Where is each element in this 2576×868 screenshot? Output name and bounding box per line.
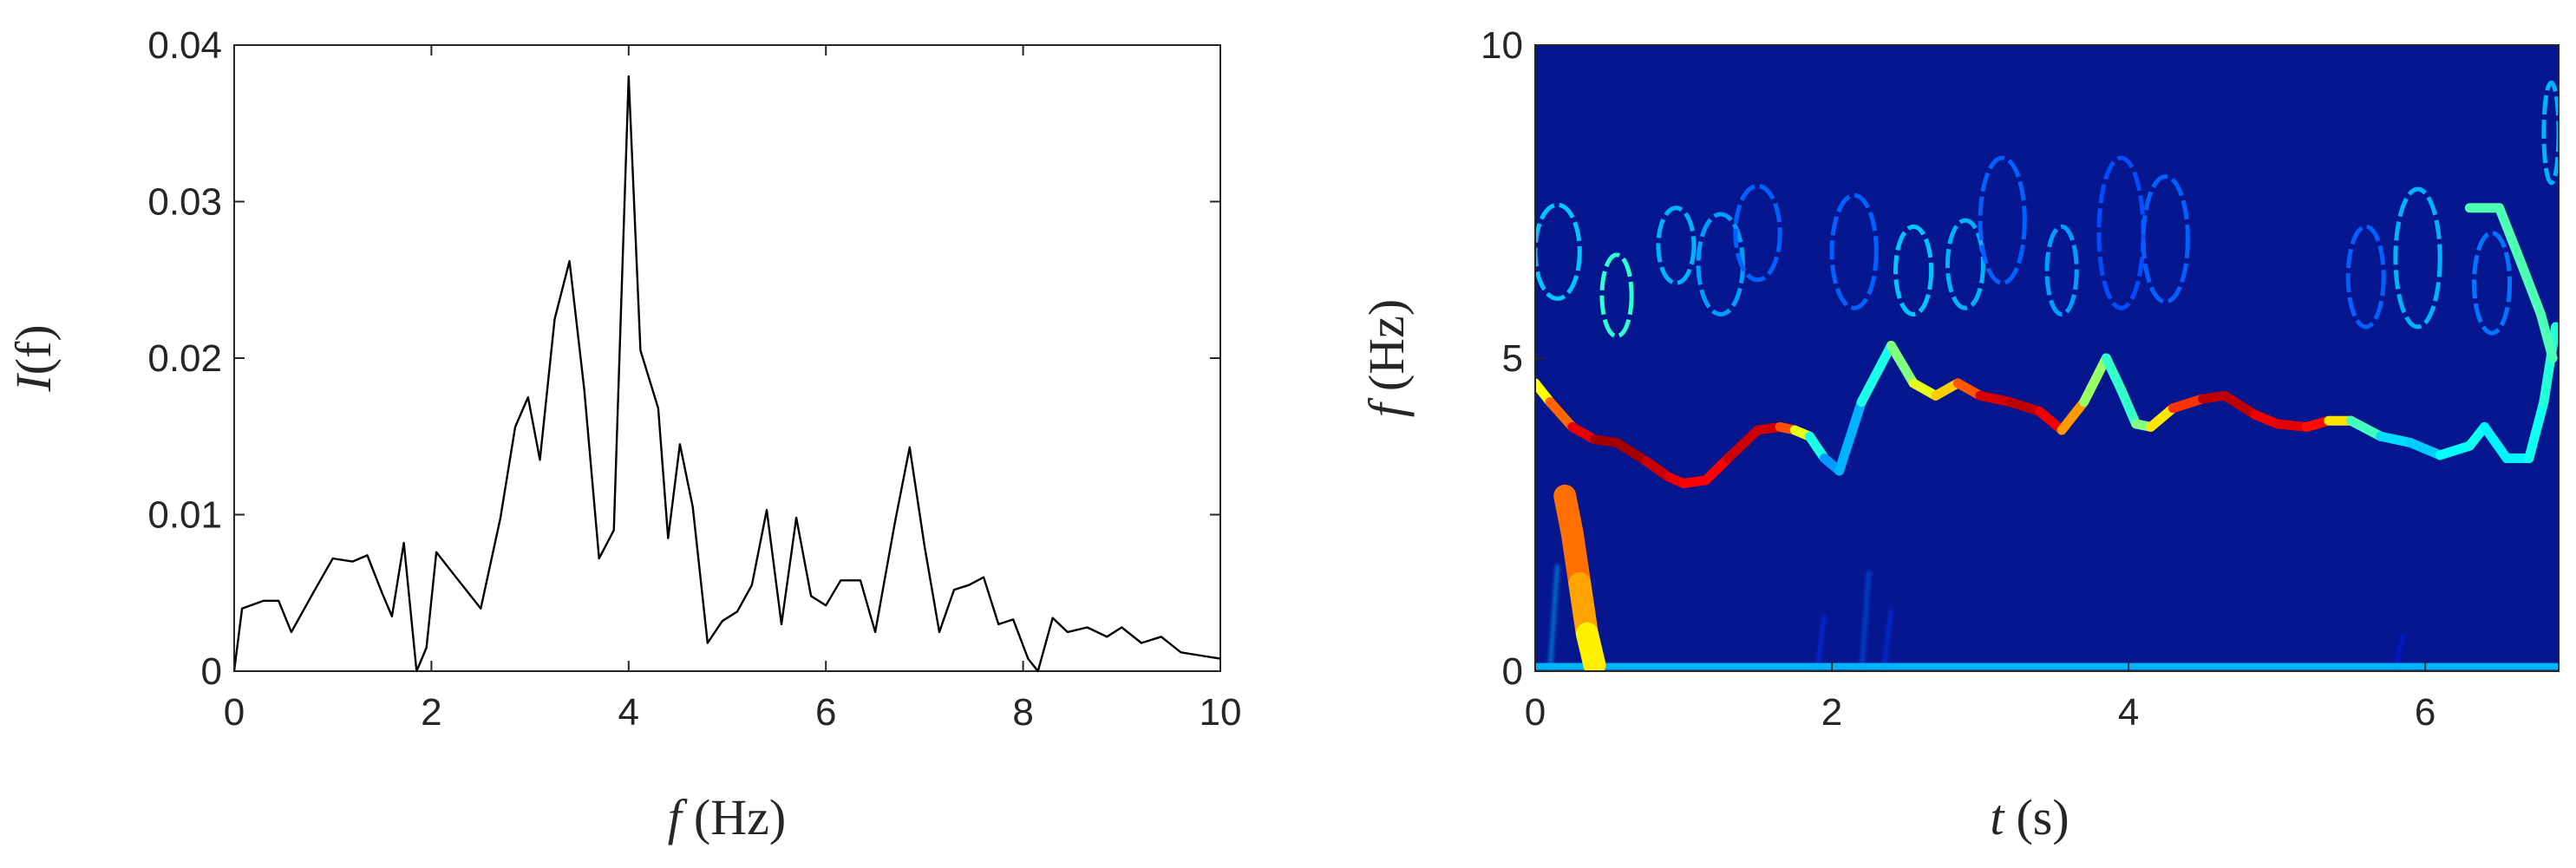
right-x-tick-label: 0 [1525, 691, 1546, 734]
right-x-tick-label: 4 [2118, 691, 2139, 734]
right-y-tick-label: 10 [1481, 24, 1523, 67]
left-y-ticks: 0 0.01 0.02 0.03 0.04 [147, 24, 1220, 693]
heatmap-noise-ray [1860, 571, 1871, 671]
heatmap-loops [1535, 80, 2559, 339]
heatmap-ridge-segment [1975, 390, 2015, 408]
heatmap-ridge-segment [2516, 259, 2546, 319]
heatmap-noise-ray [1814, 614, 1827, 671]
right-y-tick-label: 0 [1502, 650, 1523, 693]
heatmap-ridge-segment [2535, 309, 2558, 363]
left-y-axis-label: I(f) [5, 324, 62, 392]
heatmap-loop [1945, 218, 1985, 310]
spectrum-line [232, 75, 1221, 673]
heatmap-loop [2044, 224, 2079, 317]
heatmap-ridge-segment [1856, 341, 1896, 408]
left-x-tick-label: 2 [421, 691, 441, 734]
left-plot-frame [233, 44, 1221, 672]
heatmap-ridge-segment [2539, 322, 2559, 408]
heatmap-loop [1656, 206, 1697, 285]
heatmap-ridge-segment [2435, 441, 2475, 460]
left-y-tick-label: 0 [201, 650, 222, 693]
heatmap-loop [1829, 193, 1879, 310]
heatmap-ridge-segment [2220, 390, 2259, 420]
heatmap-ridge-upper-arc [2464, 203, 2558, 363]
right-y-ticks: 0 5 10 [1481, 24, 1546, 693]
heatmap-ridge-segment [1834, 397, 1867, 476]
heatmap-ridge-low-frequency [1553, 484, 1606, 671]
heatmap-ridge-segment [2079, 353, 2111, 408]
heatmap-content [1535, 80, 2559, 671]
right-x-tick-label: 2 [1821, 691, 1842, 734]
right-x-ticks: 0 2 4 6 [1525, 661, 2435, 734]
heatmap-noise-ray [1881, 608, 1893, 671]
heatmap-ridge-segment [1886, 341, 1919, 388]
left-x-axis-label: f (Hz) [668, 789, 786, 845]
left-y-tick-label: 0.03 [147, 181, 222, 224]
heatmap-loop [1535, 202, 1582, 301]
heatmap-ridge-segment [1723, 425, 1763, 464]
left-x-tick-label: 0 [224, 691, 245, 734]
heatmap-ridge-segment [2034, 406, 2067, 435]
heatmap-ridge-segment [2376, 431, 2416, 447]
right-x-tick-label: 6 [2415, 691, 2435, 734]
heatmap-loop [2393, 186, 2442, 330]
left-panel: 0 2 4 6 8 10 0 0.01 0.02 0.03 0.04 f (Hz) I(f) [5, 24, 1241, 845]
heatmap-ridge-segment [1545, 397, 1578, 432]
heatmap-ridge-segment [1575, 622, 1606, 671]
heatmap-ridge-segment [2146, 403, 2178, 432]
heatmap-ridge-main [1535, 322, 2559, 488]
right-x-axis-label: t (s) [1990, 789, 2069, 845]
heatmap-ridge-segment [2272, 419, 2311, 432]
heatmap-loop [1599, 252, 1634, 339]
left-x-tick-label: 4 [618, 691, 639, 734]
right-y-axis-label: f(Hz) [1358, 299, 1415, 417]
left-y-tick-label: 0.02 [147, 337, 222, 380]
heatmap-ridge-segment [1701, 454, 1733, 486]
heatmap-ridge-segment [2167, 394, 2208, 414]
heatmap-background [1535, 45, 2559, 671]
heatmap-loop [2472, 231, 2513, 336]
heatmap-ridge-segment [2405, 437, 2445, 460]
heatmap-loop [1893, 224, 1934, 317]
left-x-tick-label: 10 [1200, 691, 1242, 734]
right-panel: 0 2 4 6 0 5 10 t (s) f(Hz) [1358, 24, 2560, 845]
heatmap-ridge-segment [1612, 437, 1651, 467]
heatmap-ridge-segment [2004, 397, 2044, 416]
left-x-tick-label: 6 [815, 691, 836, 734]
heatmap-ridge-segment [2346, 415, 2386, 441]
right-y-tick-label: 5 [1502, 337, 1523, 380]
heatmap-loop [2345, 224, 2386, 330]
heatmap-ridge-segment [2479, 421, 2512, 464]
heatmap-loop [2141, 174, 2190, 304]
left-y-tick-label: 0.04 [147, 24, 222, 67]
left-x-tick-label: 8 [1012, 691, 1033, 734]
heatmap-ridge-segment [2116, 384, 2141, 429]
left-y-tick-label: 0.01 [147, 494, 222, 537]
heatmap-ridge-segment [2056, 397, 2089, 435]
heatmap-ridge-segment [2494, 203, 2527, 270]
heatmap-loop [1733, 183, 1782, 283]
left-x-ticks: 0 2 4 6 8 10 [224, 45, 1242, 734]
heatmap-noise-ray [1548, 565, 1559, 671]
heatmap-loop [1978, 155, 2027, 285]
heatmap-baseline [1535, 662, 2559, 670]
heatmap-ridge-segment [2101, 353, 2127, 395]
heatmap-ridge-segment [2524, 397, 2549, 464]
